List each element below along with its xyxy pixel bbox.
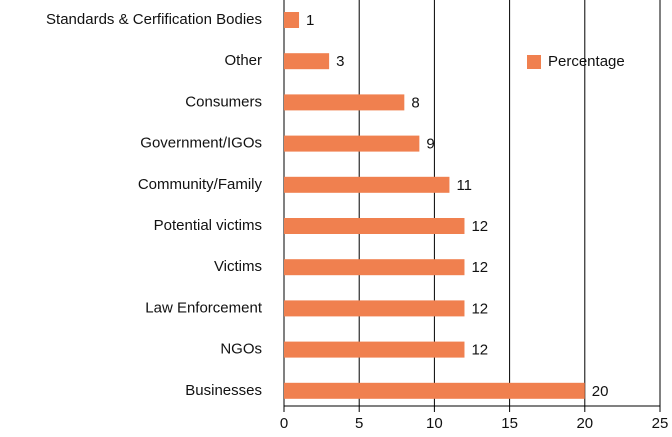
bar bbox=[284, 382, 585, 399]
data-label: 20 bbox=[592, 383, 609, 400]
data-label: 12 bbox=[471, 218, 488, 235]
x-tick-label: 5 bbox=[355, 415, 363, 432]
x-tick-label: 0 bbox=[280, 415, 288, 432]
data-label: 8 bbox=[411, 94, 419, 111]
bar bbox=[284, 300, 465, 317]
y-tick-label: Other bbox=[224, 52, 262, 69]
y-tick-label: Standards & Cerfification Bodies bbox=[46, 11, 262, 28]
bar bbox=[284, 94, 405, 111]
data-label: 3 bbox=[336, 53, 344, 70]
bar bbox=[284, 135, 420, 152]
x-tick-label: 25 bbox=[652, 415, 669, 432]
data-label: 12 bbox=[471, 342, 488, 359]
data-label: 1 bbox=[306, 12, 314, 29]
y-tick-label: Potential victims bbox=[154, 217, 262, 234]
y-tick-label: Government/IGOs bbox=[140, 135, 262, 152]
bar bbox=[284, 341, 465, 358]
x-tick-label: 15 bbox=[501, 415, 518, 432]
data-label: 12 bbox=[471, 259, 488, 276]
y-tick-label: Consumers bbox=[185, 93, 262, 110]
y-tick-label: Businesses bbox=[185, 382, 262, 399]
bar bbox=[284, 259, 465, 276]
y-tick-label: Community/Family bbox=[138, 176, 263, 193]
legend-label: Percentage bbox=[548, 53, 625, 70]
bar bbox=[284, 176, 450, 193]
x-tick-label: 10 bbox=[426, 415, 443, 432]
y-tick-label: NGOs bbox=[220, 341, 262, 358]
bar bbox=[284, 218, 465, 234]
data-label: 11 bbox=[456, 177, 472, 194]
bar bbox=[284, 53, 330, 70]
y-tick-label: Law Enforcement bbox=[145, 299, 263, 316]
y-tick-label: Victims bbox=[214, 258, 262, 275]
x-tick-label: 20 bbox=[576, 415, 593, 432]
data-label: 9 bbox=[426, 136, 434, 153]
legend-swatch bbox=[527, 55, 541, 69]
data-label: 12 bbox=[471, 300, 488, 317]
bar bbox=[284, 12, 300, 28]
